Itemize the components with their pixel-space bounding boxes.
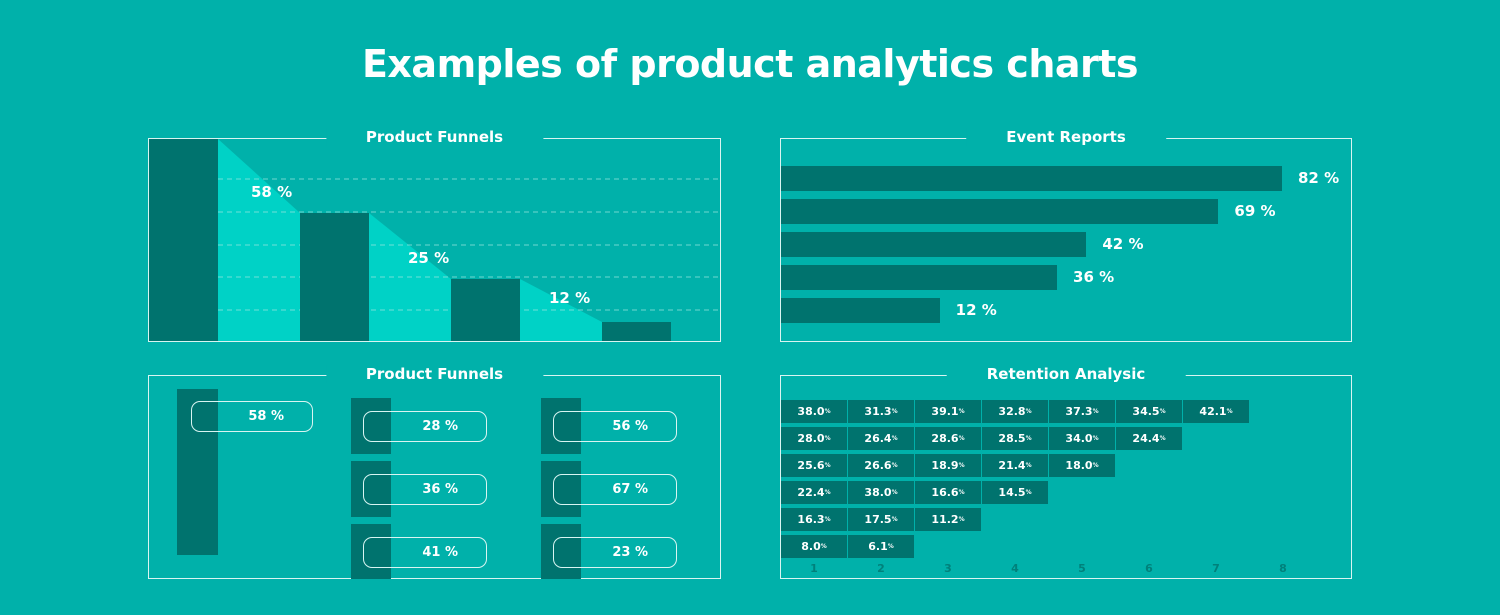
- retention-cell: 6.1%: [848, 535, 914, 558]
- retention-cell: 18.0%: [1049, 454, 1115, 477]
- funnel-label: 25 %: [408, 249, 450, 267]
- x-tick-label: 1: [810, 562, 818, 575]
- funnel-pill: 28 %: [363, 411, 487, 442]
- retention-cell: 38.0%: [848, 481, 914, 504]
- product-funnels-cards-panel: Product Funnels 58 % 28 % 36 % 41 % 56 % 67 …: [148, 365, 721, 579]
- funnel-pill: 67 %: [553, 474, 677, 505]
- event-bar: [781, 265, 1058, 290]
- x-tick-label: 5: [1078, 562, 1086, 575]
- retention-cell: 18.9%: [915, 454, 981, 477]
- event-label: 42 %: [1102, 235, 1144, 253]
- retention-cell: 16.3%: [781, 508, 847, 531]
- retention-cell: 42.1%: [1183, 400, 1249, 423]
- funnel-bar: [149, 139, 218, 341]
- funnel-label: 58 %: [251, 183, 293, 201]
- retention-cell: 26.6%: [848, 454, 914, 477]
- event-bar: [781, 298, 940, 323]
- retention-cell: 28.6%: [915, 427, 981, 450]
- funnel-label: 12 %: [549, 289, 591, 307]
- event-bar: [781, 232, 1087, 257]
- retention-cell: 32.8%: [982, 400, 1048, 423]
- funnel-bar: [451, 279, 520, 341]
- funnel-bar: [541, 524, 581, 579]
- x-tick-label: 4: [1011, 562, 1019, 575]
- panel-title: Retention Analysic: [946, 365, 1186, 383]
- retention-cell: 34.0%: [1049, 427, 1115, 450]
- panel-title: Product Funnels: [325, 128, 544, 146]
- retention-cell: 21.4%: [982, 454, 1048, 477]
- retention-cell: 17.5%: [848, 508, 914, 531]
- retention-cell: 25.6%: [781, 454, 847, 477]
- funnel-bar: [541, 461, 581, 517]
- x-tick-label: 8: [1279, 562, 1287, 575]
- event-bar: [781, 199, 1219, 224]
- funnel-pill: 36 %: [363, 474, 487, 505]
- funnel-pill: 56 %: [553, 411, 677, 442]
- funnel-chart: [149, 139, 720, 341]
- retention-cell: 31.3%: [848, 400, 914, 423]
- x-tick-label: 3: [944, 562, 952, 575]
- funnel-bar: [541, 398, 581, 454]
- retention-cell: 24.4%: [1116, 427, 1182, 450]
- product-funnels-panel: Product Funnels 58 % 25 % 12 %: [148, 128, 721, 342]
- event-label: 36 %: [1073, 268, 1115, 286]
- retention-cell: 28.5%: [982, 427, 1048, 450]
- retention-cell: 16.6%: [915, 481, 981, 504]
- funnel-bar: [177, 389, 218, 555]
- page-title: Examples of product analytics charts: [361, 42, 1139, 86]
- retention-panel: Retention Analysic: [780, 365, 1352, 579]
- funnel-pill: 23 %: [553, 537, 677, 568]
- retention-cell: 37.3%: [1049, 400, 1115, 423]
- funnel-bar: [351, 398, 391, 454]
- funnel-pill: 41 %: [363, 537, 487, 568]
- x-tick-label: 2: [877, 562, 885, 575]
- retention-cell: 11.2%: [915, 508, 981, 531]
- retention-cell: 8.0%: [781, 535, 847, 558]
- event-label: 82 %: [1297, 169, 1340, 187]
- retention-cell: 38.0%: [781, 400, 847, 423]
- retention-cell: 14.5%: [982, 481, 1048, 504]
- funnel-pill: 58 %: [191, 401, 313, 432]
- funnel-bar: [351, 461, 391, 517]
- event-label: 12 %: [955, 301, 997, 319]
- retention-cell: 39.1%: [915, 400, 981, 423]
- retention-cell: 34.5%: [1116, 400, 1182, 423]
- panel-title: Product Funnels: [325, 365, 544, 383]
- retention-cell: 22.4%: [781, 481, 847, 504]
- event-bar: [781, 166, 1282, 191]
- retention-cell: 28.0%: [781, 427, 847, 450]
- retention-cell: 26.4%: [848, 427, 914, 450]
- event-reports-panel: Event Reports 82 % 69 % 42 % 36 % 12 %: [780, 128, 1352, 342]
- funnel-drop-area: [218, 139, 300, 341]
- funnel-bar: [351, 524, 391, 579]
- funnel-bar: [300, 213, 369, 341]
- event-label: 69 %: [1234, 202, 1276, 220]
- panel-title: Event Reports: [966, 128, 1166, 146]
- x-tick-label: 6: [1145, 562, 1153, 575]
- funnel-bar: [602, 322, 671, 341]
- x-tick-label: 7: [1212, 562, 1220, 575]
